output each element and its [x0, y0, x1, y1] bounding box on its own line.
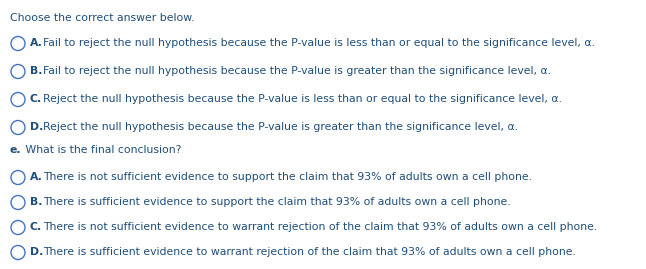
- Text: e.: e.: [10, 145, 21, 155]
- Text: A.: A.: [30, 172, 43, 182]
- Text: D.: D.: [30, 247, 43, 257]
- Text: A.: A.: [30, 38, 43, 48]
- Text: C.: C.: [30, 94, 42, 104]
- Text: D.: D.: [30, 122, 43, 132]
- Text: There is not sufficient evidence to support the claim that 93% of adults own a c: There is not sufficient evidence to supp…: [43, 172, 532, 182]
- Text: B.: B.: [30, 197, 43, 207]
- Text: Reject the null hypothesis because the P-value is greater than the significance : Reject the null hypothesis because the P…: [43, 122, 518, 132]
- Text: Fail to reject the null hypothesis because the P-value is greater than the signi: Fail to reject the null hypothesis becau…: [43, 66, 551, 76]
- Text: There is not sufficient evidence to warrant rejection of the claim that 93% of a: There is not sufficient evidence to warr…: [43, 222, 598, 232]
- Text: Reject the null hypothesis because the P-value is less than or equal to the sign: Reject the null hypothesis because the P…: [43, 94, 562, 104]
- Text: C.: C.: [30, 222, 42, 232]
- Text: There is sufficient evidence to support the claim that 93% of adults own a cell : There is sufficient evidence to support …: [43, 197, 510, 207]
- Text: B.: B.: [30, 66, 43, 76]
- Text: Fail to reject the null hypothesis because the P-value is less than or equal to : Fail to reject the null hypothesis becau…: [43, 38, 595, 48]
- Text: Choose the correct answer below.: Choose the correct answer below.: [10, 13, 194, 23]
- Text: What is the final conclusion?: What is the final conclusion?: [21, 145, 181, 155]
- Text: There is sufficient evidence to warrant rejection of the claim that 93% of adult: There is sufficient evidence to warrant …: [43, 247, 576, 257]
